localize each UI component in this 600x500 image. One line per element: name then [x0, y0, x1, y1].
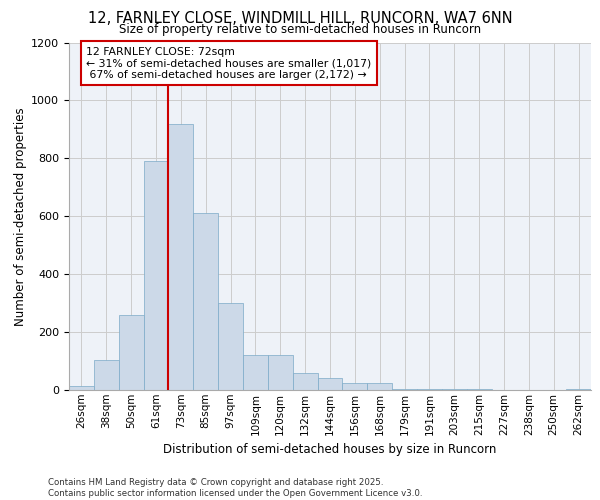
Bar — [169, 124, 193, 390]
Bar — [367, 383, 392, 390]
Bar — [392, 388, 417, 390]
Text: 12 FARNLEY CLOSE: 72sqm
← 31% of semi-detached houses are smaller (1,017)
 67% o: 12 FARNLEY CLOSE: 72sqm ← 31% of semi-de… — [86, 47, 371, 80]
Bar — [317, 378, 343, 390]
Bar — [218, 303, 243, 390]
Bar — [417, 388, 442, 390]
Bar — [268, 355, 293, 390]
Text: 12, FARNLEY CLOSE, WINDMILL HILL, RUNCORN, WA7 6NN: 12, FARNLEY CLOSE, WINDMILL HILL, RUNCOR… — [88, 11, 512, 26]
Text: Contains HM Land Registry data © Crown copyright and database right 2025.
Contai: Contains HM Land Registry data © Crown c… — [48, 478, 422, 498]
Y-axis label: Number of semi-detached properties: Number of semi-detached properties — [14, 107, 27, 326]
Text: Size of property relative to semi-detached houses in Runcorn: Size of property relative to semi-detach… — [119, 22, 481, 36]
Text: Distribution of semi-detached houses by size in Runcorn: Distribution of semi-detached houses by … — [163, 442, 497, 456]
Bar — [243, 355, 268, 390]
Bar — [119, 314, 143, 390]
Bar — [94, 360, 119, 390]
Bar — [442, 389, 467, 390]
Bar — [293, 372, 317, 390]
Bar — [566, 388, 591, 390]
Bar — [193, 214, 218, 390]
Bar — [343, 383, 367, 390]
Bar — [143, 161, 169, 390]
Bar — [69, 386, 94, 390]
